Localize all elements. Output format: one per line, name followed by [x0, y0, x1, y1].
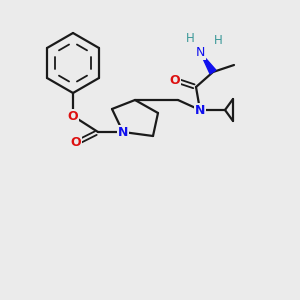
Text: O: O	[170, 74, 180, 86]
Polygon shape	[200, 52, 216, 74]
Text: N: N	[195, 46, 205, 59]
Text: H: H	[214, 34, 222, 46]
Text: H: H	[186, 32, 194, 44]
Text: O: O	[71, 136, 81, 149]
Text: O: O	[68, 110, 78, 122]
Text: N: N	[118, 125, 128, 139]
Text: N: N	[195, 103, 205, 116]
